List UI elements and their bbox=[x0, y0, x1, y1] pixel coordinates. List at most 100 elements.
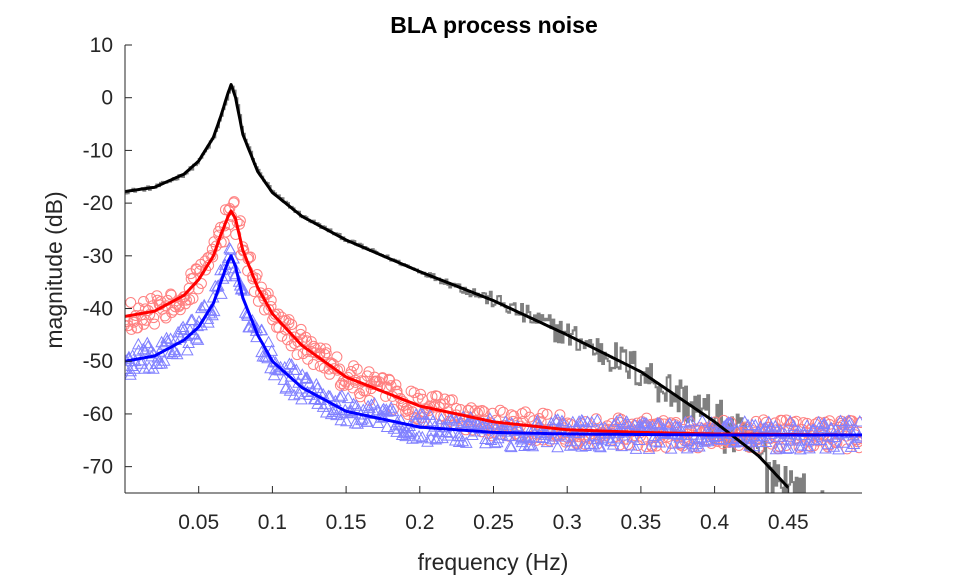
y-tick-label: -20 bbox=[83, 192, 113, 215]
noise-marker bbox=[415, 430, 429, 443]
noise-marker bbox=[351, 363, 363, 375]
noise-marker bbox=[380, 420, 394, 432]
noise-marker bbox=[311, 397, 324, 409]
black-model-line bbox=[125, 83, 790, 489]
noise-marker bbox=[191, 333, 205, 345]
noise-marker bbox=[409, 408, 423, 420]
noise-marker bbox=[739, 421, 751, 433]
noise-marker bbox=[579, 439, 593, 451]
noise-marker bbox=[348, 360, 360, 372]
noise-marker bbox=[295, 328, 307, 340]
noise-marker bbox=[478, 406, 490, 418]
noise-marker bbox=[435, 412, 448, 425]
noise-marker bbox=[247, 319, 261, 331]
noise-marker bbox=[592, 439, 606, 452]
noise-marker bbox=[262, 335, 275, 348]
noise-marker bbox=[684, 414, 698, 427]
noise-marker bbox=[365, 398, 378, 410]
noise-marker bbox=[165, 289, 177, 301]
y-tick-label: -30 bbox=[83, 245, 113, 268]
noise-marker bbox=[768, 419, 782, 432]
noise-marker bbox=[332, 364, 343, 376]
noise-marker bbox=[782, 441, 795, 454]
noise-marker bbox=[567, 438, 581, 450]
noise-marker bbox=[412, 429, 426, 442]
noise-marker bbox=[331, 351, 343, 363]
y-axis-label: magnitude (dB) bbox=[41, 191, 67, 348]
noise-marker bbox=[290, 363, 303, 375]
noise-marker bbox=[361, 415, 374, 427]
noise-marker bbox=[286, 319, 298, 330]
plot-area bbox=[125, 83, 862, 493]
noise-marker bbox=[439, 420, 453, 433]
noise-marker bbox=[832, 442, 845, 455]
noise-marker bbox=[303, 376, 316, 389]
noise-marker bbox=[722, 417, 736, 430]
noise-marker bbox=[621, 417, 635, 430]
y-tick-label: -60 bbox=[83, 403, 113, 426]
noise-marker bbox=[696, 414, 709, 426]
noise-marker bbox=[773, 440, 786, 453]
noise-marker bbox=[853, 414, 862, 427]
x-tick-label: 0.15 bbox=[326, 511, 367, 534]
noise-marker bbox=[281, 334, 293, 346]
noise-marker bbox=[494, 404, 506, 416]
noise-marker bbox=[426, 414, 440, 427]
noise-marker bbox=[523, 431, 536, 443]
noise-marker bbox=[590, 413, 604, 426]
noise-marker bbox=[283, 384, 297, 396]
x-tick-label: 0.2 bbox=[405, 511, 434, 534]
noise-marker bbox=[653, 435, 667, 448]
noise-marker bbox=[170, 347, 184, 360]
noise-marker bbox=[255, 323, 269, 336]
noise-marker bbox=[138, 362, 151, 374]
noise-marker bbox=[769, 442, 783, 455]
noise-marker bbox=[523, 424, 537, 437]
noise-marker bbox=[504, 440, 518, 453]
noise-marker bbox=[125, 368, 137, 380]
noise-marker bbox=[363, 394, 375, 406]
noise-marker bbox=[125, 352, 136, 364]
noise-marker bbox=[189, 331, 203, 344]
noise-marker bbox=[803, 441, 816, 454]
noise-marker bbox=[160, 312, 172, 324]
noise-marker bbox=[445, 426, 458, 438]
noise-marker bbox=[512, 423, 525, 436]
noise-marker bbox=[800, 419, 814, 431]
noise-marker bbox=[613, 413, 627, 425]
noise-marker bbox=[138, 344, 152, 356]
noise-marker bbox=[145, 293, 157, 304]
noise-marker bbox=[192, 283, 204, 295]
noise-marker bbox=[125, 362, 133, 374]
noise-marker bbox=[136, 342, 150, 355]
noise-marker bbox=[383, 373, 395, 385]
noise-marker bbox=[575, 440, 589, 452]
noise-marker bbox=[551, 440, 564, 453]
noise-marker bbox=[347, 382, 359, 394]
noise-marker bbox=[207, 304, 221, 317]
noise-marker bbox=[839, 426, 853, 438]
noise-marker bbox=[491, 431, 505, 444]
noise-marker bbox=[265, 344, 279, 356]
noise-marker bbox=[483, 412, 497, 424]
noise-marker bbox=[345, 366, 357, 377]
noise-marker bbox=[228, 196, 240, 208]
noise-marker bbox=[157, 354, 171, 366]
noise-marker bbox=[836, 436, 850, 448]
noise-marker bbox=[462, 415, 476, 428]
noise-marker bbox=[301, 335, 313, 347]
noise-marker bbox=[415, 388, 426, 400]
noise-marker bbox=[335, 389, 349, 401]
noise-marker bbox=[479, 436, 492, 449]
noise-marker bbox=[402, 427, 416, 439]
noise-marker bbox=[653, 417, 667, 429]
noise-marker bbox=[814, 433, 828, 445]
y-tick-label: -70 bbox=[83, 456, 113, 479]
noise-marker bbox=[255, 287, 267, 299]
noise-marker bbox=[320, 343, 332, 355]
noise-marker bbox=[487, 418, 501, 430]
noise-marker bbox=[180, 294, 192, 306]
noise-marker bbox=[234, 218, 245, 230]
noise-marker bbox=[386, 404, 400, 417]
